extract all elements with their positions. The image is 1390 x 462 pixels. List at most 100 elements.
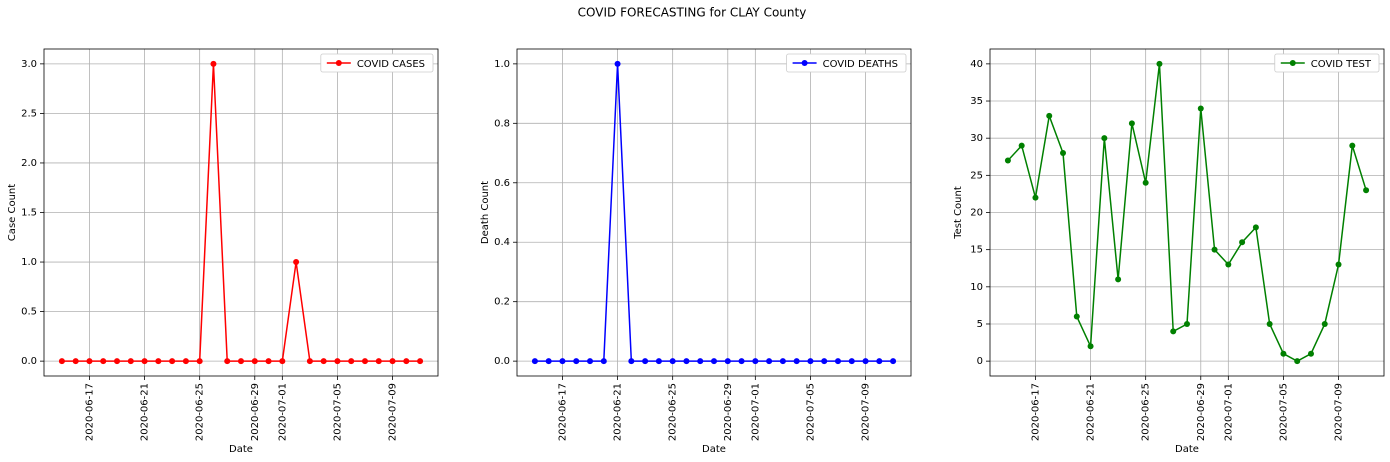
y-tick-label: 2.5 [21,108,37,119]
y-tick-label: 1.0 [494,59,510,70]
y-tick-label: 20 [970,208,983,219]
x-tick-label: 2020-06-21 [140,383,151,441]
marker [251,358,258,365]
legend-box [320,53,434,73]
marker [628,358,635,365]
y-tick-label: 0.4 [494,237,510,248]
marker [1101,135,1108,142]
marker [1252,224,1259,231]
marker [531,358,538,365]
marker [100,358,107,365]
x-tick-label: 2020-06-21 [1086,383,1097,441]
x-tick-label: 2020-07-09 [1334,383,1345,441]
y-tick-label: 0.0 [21,356,37,367]
marker [724,358,731,365]
marker [752,358,759,365]
marker [293,259,300,266]
x-tick-label: 2020-07-01 [750,383,761,441]
x-tick-label: 2020-07-09 [861,383,872,441]
marker [224,358,231,365]
x-tick-label: 2020-06-17 [84,383,95,441]
y-tick-label: 0.5 [21,307,37,318]
marker [545,358,552,365]
marker [141,358,148,365]
marker [862,358,869,365]
y-tick-label: 2.0 [21,158,37,169]
x-axis-label: Date [702,444,726,455]
axes-frame [989,48,1385,377]
y-tick-label: 30 [970,133,983,144]
marker [766,358,773,365]
marker [1211,246,1218,253]
x-tick-label: 2020-06-29 [1196,383,1207,441]
x-axis-label: Date [1175,444,1199,455]
marker [655,358,662,365]
marker [711,358,717,365]
y-tick-label: 0.6 [494,178,510,189]
x-tick-label: 2020-07-05 [332,383,343,441]
x-tick-label: 2020-06-25 [1141,383,1152,441]
axes-frame [43,48,439,377]
marker [1170,328,1177,335]
x-tick-label: 2020-06-25 [668,383,679,441]
x-tick-label: 2020-06-21 [613,383,624,441]
marker [1321,320,1328,327]
y-tick-label: 40 [970,59,983,70]
legend: COVID DEATHS [786,53,907,73]
marker [683,358,690,365]
marker [848,358,855,365]
marker [793,358,800,365]
y-tick-label: 0.0 [494,356,510,367]
marker [155,358,162,365]
marker [559,358,566,365]
x-tick-label: 2020-07-01 [1223,383,1234,441]
subplot: 2020-06-17 2020-06-21 2020-06-25 2020-06-29… [953,48,1385,455]
marker [600,358,607,365]
marker [375,358,382,365]
marker [306,358,313,365]
marker [807,358,814,365]
marker [58,358,65,365]
marker [1004,157,1011,164]
x-tick-label: 2020-07-05 [1278,383,1289,441]
marker [361,358,368,365]
y-tick-label: 0.8 [494,118,510,129]
x-tick-label: 2020-07-05 [805,383,816,441]
marker [1032,194,1039,201]
y-tick-label: 35 [970,96,983,107]
marker [890,358,897,365]
marker [210,60,217,67]
marker [86,358,93,365]
y-tick-label: 5 [977,319,983,330]
legend-marker [801,60,808,66]
legend-label: COVID CASES [357,59,425,70]
marker [697,358,704,365]
legend-marker [335,60,342,66]
marker [114,358,121,365]
marker [1128,120,1135,127]
legend: COVID TEST [1274,53,1380,73]
marker [573,358,580,365]
marker [1046,112,1053,119]
marker [72,358,79,365]
y-axis-label: Case Count [7,184,18,241]
marker [238,358,244,365]
marker [738,358,745,365]
y-tick-label: 0.2 [494,297,510,308]
marker [182,358,189,365]
marker [1087,343,1094,350]
marker [1142,179,1149,186]
marker [1060,150,1067,157]
y-tick-label: 25 [970,170,983,181]
subplot: 2020-06-17 2020-06-21 2020-06-25 2020-06-29… [7,48,439,455]
legend-label: COVID DEATHS [823,59,898,70]
marker [389,358,396,365]
x-axis-label: Date [229,444,253,455]
marker [417,358,424,365]
legend-box [786,53,907,73]
legend-label: COVID TEST [1311,59,1372,70]
y-axis-label: Death Count [480,181,491,244]
legend-marker [1289,60,1296,66]
legend-box [1274,53,1380,73]
